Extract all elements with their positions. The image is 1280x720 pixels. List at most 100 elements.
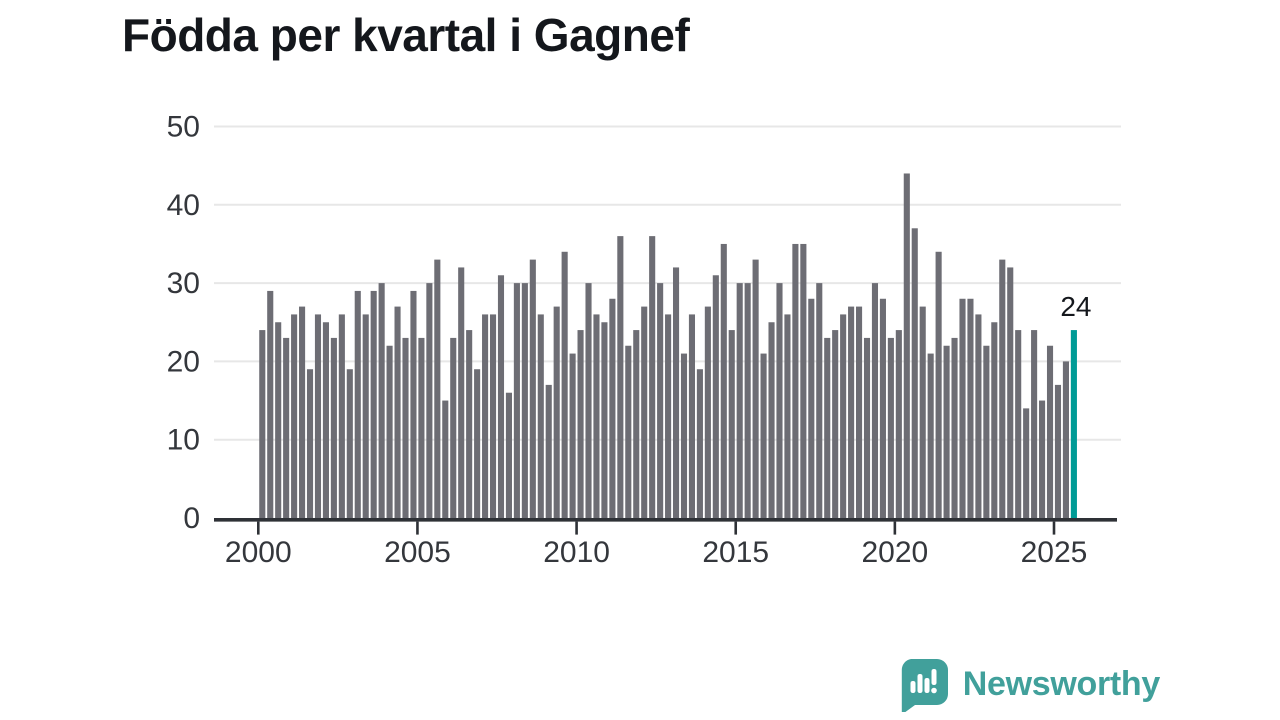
bar — [840, 314, 847, 518]
y-axis-tick-label: 10 — [167, 424, 200, 457]
bar — [760, 353, 767, 518]
bar — [649, 236, 656, 518]
bar — [617, 236, 624, 518]
bar — [1007, 267, 1014, 518]
bar — [768, 322, 775, 518]
bar — [696, 369, 703, 518]
bar — [919, 306, 926, 518]
bar — [505, 392, 512, 518]
bar — [299, 306, 306, 518]
x-axis-tick-label: 2005 — [384, 536, 451, 569]
bar — [386, 345, 393, 518]
x-axis-tick-label: 2000 — [225, 536, 292, 569]
bar — [283, 337, 290, 518]
bar — [816, 283, 823, 518]
bar — [863, 337, 871, 518]
bar — [466, 330, 473, 518]
bar — [601, 322, 608, 518]
bar — [752, 259, 759, 518]
bar — [1046, 345, 1054, 518]
highlight-value-label: 24 — [1060, 291, 1091, 322]
x-axis-tick-label: 2015 — [702, 536, 769, 569]
y-axis-tick-label: 30 — [167, 267, 200, 300]
bar — [832, 330, 839, 518]
bar — [1023, 408, 1030, 518]
bar — [410, 290, 417, 518]
bar — [378, 283, 385, 518]
bar — [736, 283, 743, 518]
bar — [625, 345, 632, 518]
bar — [577, 330, 584, 518]
bar — [489, 314, 497, 518]
bar — [792, 243, 799, 518]
bar — [426, 283, 433, 518]
bar — [887, 337, 894, 518]
newsworthy-logo-text: Newsworthy — [962, 664, 1161, 703]
bar — [903, 173, 910, 519]
bar — [561, 251, 568, 518]
bar — [545, 384, 552, 518]
bar — [784, 314, 791, 518]
bar — [776, 283, 783, 518]
bar — [482, 314, 489, 518]
bar — [330, 337, 337, 518]
bar — [370, 290, 377, 518]
bar — [434, 259, 441, 518]
newsworthy-logo-icon — [901, 659, 948, 712]
bar — [537, 314, 544, 518]
bar — [402, 337, 409, 518]
bar — [657, 283, 664, 518]
bar — [553, 306, 560, 518]
bar — [879, 298, 886, 518]
logo-mini-bars — [910, 669, 937, 694]
y-axis-tick-label: 40 — [167, 189, 200, 222]
bar — [585, 283, 592, 518]
bar — [975, 314, 982, 518]
bar — [275, 322, 282, 518]
bar — [728, 330, 735, 518]
x-axis-tick-label: 2010 — [543, 536, 610, 569]
bar — [824, 337, 831, 518]
bar — [935, 251, 942, 518]
bar — [450, 337, 457, 518]
bar — [808, 298, 815, 518]
bar — [856, 306, 863, 518]
bar — [911, 228, 918, 519]
y-axis-tick-label: 0 — [183, 502, 200, 535]
bar — [354, 290, 361, 518]
bar — [848, 306, 855, 518]
y-axis-tick-label: 50 — [167, 111, 200, 144]
bar — [609, 298, 616, 518]
bar — [362, 314, 369, 518]
bar — [1031, 330, 1038, 518]
bar — [259, 330, 266, 518]
bar — [927, 353, 934, 518]
bar — [306, 369, 314, 518]
y-axis-tick-label: 20 — [167, 345, 200, 378]
highlighted-bar — [1070, 330, 1077, 518]
bar — [314, 314, 322, 518]
newsworthy-branding: Newsworthy — [895, 656, 1160, 712]
bar — [672, 267, 680, 518]
bar — [665, 314, 672, 518]
x-axis-tick-label: 2025 — [1021, 536, 1088, 569]
x-axis-tick-label: 2020 — [861, 536, 928, 569]
bar — [394, 306, 401, 518]
bar — [983, 345, 990, 518]
bar — [959, 298, 966, 518]
bar — [951, 337, 958, 518]
bar — [999, 259, 1006, 518]
bar — [513, 283, 520, 518]
bar — [967, 298, 974, 518]
bar — [1015, 330, 1022, 518]
bar — [871, 283, 879, 518]
bar — [521, 283, 528, 518]
bar — [442, 400, 449, 518]
bar — [569, 353, 576, 518]
bar — [267, 290, 274, 518]
bar — [1062, 361, 1069, 518]
bar — [895, 330, 902, 518]
chart-title: Födda per kvartal i Gagnef — [122, 9, 690, 61]
quarterly-births-bar-chart: 0 10 20 30 40 50 2000 2005 2010 2015 2020 2025 24 — [167, 111, 1121, 569]
bar — [529, 259, 536, 518]
